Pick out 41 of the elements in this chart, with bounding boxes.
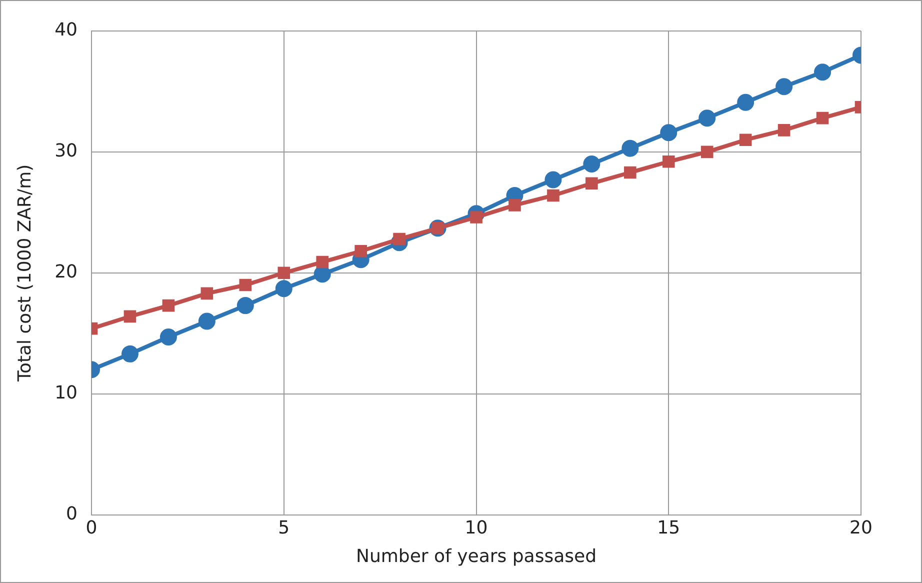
point bbox=[354, 244, 367, 258]
y-tick-label: 0 bbox=[66, 503, 78, 524]
point bbox=[778, 124, 790, 136]
y-tick-label: 10 bbox=[54, 382, 78, 404]
x-axis-title: Number of years passased bbox=[356, 546, 596, 567]
point bbox=[622, 140, 639, 157]
point bbox=[739, 134, 752, 146]
point bbox=[660, 124, 678, 142]
point bbox=[275, 280, 292, 298]
y-tick-label: 40 bbox=[54, 20, 78, 41]
point bbox=[200, 287, 214, 300]
point bbox=[544, 171, 562, 188]
x-tick-label: 0 bbox=[86, 517, 98, 538]
point bbox=[662, 155, 675, 168]
y-tick-label: 20 bbox=[54, 262, 78, 283]
point bbox=[160, 328, 177, 346]
point bbox=[698, 110, 716, 127]
point bbox=[737, 94, 754, 111]
point bbox=[816, 112, 829, 124]
point bbox=[547, 189, 560, 202]
point bbox=[586, 177, 598, 190]
point bbox=[700, 146, 714, 158]
point bbox=[583, 156, 600, 173]
y-axis-title: Total cost (1000 ZAR/m) bbox=[14, 164, 36, 382]
point bbox=[162, 299, 175, 312]
point bbox=[624, 166, 636, 179]
point bbox=[236, 297, 254, 314]
y-tick-label: 30 bbox=[54, 140, 78, 162]
point bbox=[198, 312, 216, 330]
point bbox=[508, 199, 521, 212]
x-tick-label: 20 bbox=[850, 517, 872, 538]
point bbox=[316, 256, 329, 268]
point bbox=[776, 78, 793, 96]
point bbox=[239, 278, 252, 292]
point bbox=[124, 310, 136, 323]
point bbox=[278, 266, 290, 280]
x-tick-label: 10 bbox=[464, 517, 488, 538]
x-tick-label: 5 bbox=[278, 517, 290, 538]
x-tick-label: 15 bbox=[657, 517, 680, 538]
point bbox=[121, 345, 138, 362]
point bbox=[814, 64, 832, 81]
